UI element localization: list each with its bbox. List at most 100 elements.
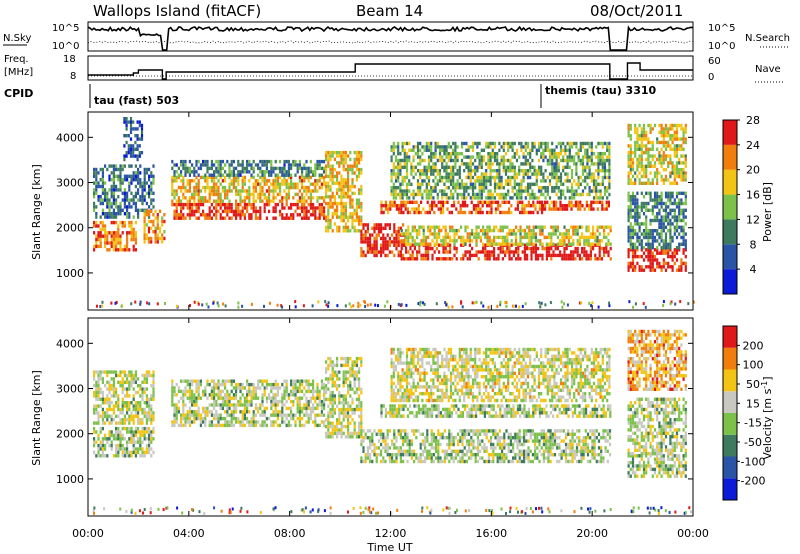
heatmap-cell xyxy=(250,213,253,217)
heatmap-cell xyxy=(230,189,233,193)
heatmap-cell xyxy=(557,189,560,193)
heatmap-cell xyxy=(551,152,554,156)
heatmap-cell xyxy=(553,152,556,156)
heatmap-cell xyxy=(505,210,508,215)
heatmap-cell xyxy=(533,196,536,200)
heatmap-cell xyxy=(534,225,537,229)
heatmap-cell xyxy=(562,189,565,193)
heatmap-cell xyxy=(268,159,271,164)
heatmap-cell xyxy=(180,185,183,190)
heatmap-cell xyxy=(263,175,266,180)
heatmap-cell xyxy=(460,239,463,243)
heatmap-cell xyxy=(384,253,387,258)
heatmap-cell xyxy=(353,184,356,189)
heatmap-cell xyxy=(230,173,233,177)
heatmap-cell xyxy=(197,209,200,214)
heatmap-cell xyxy=(631,242,635,246)
heatmap-cell xyxy=(358,215,361,219)
heatmap-cell xyxy=(139,300,142,304)
heatmap-cell xyxy=(128,426,131,431)
heatmap-cell xyxy=(112,454,115,458)
heatmap-cell xyxy=(243,202,246,207)
heatmap-cell xyxy=(141,373,144,378)
heatmap-cell xyxy=(564,196,567,200)
heatmap-cell xyxy=(530,250,533,254)
velocity-data-layer xyxy=(92,329,693,515)
heatmap-cell xyxy=(248,159,251,164)
heatmap-cell xyxy=(515,192,519,197)
heatmap-cell xyxy=(656,258,659,262)
heatmap-cell xyxy=(394,165,398,169)
heatmap-cell xyxy=(106,237,109,242)
heatmap-cell xyxy=(556,253,559,258)
heatmap-cell xyxy=(456,186,459,190)
heatmap-cell xyxy=(454,186,457,190)
heatmap-cell xyxy=(515,158,519,163)
heatmap-cell xyxy=(219,159,222,164)
heatmap-cell xyxy=(684,178,687,182)
heatmap-cell xyxy=(373,223,376,227)
heatmap-cell xyxy=(208,199,211,203)
heatmap-cell xyxy=(627,157,630,162)
heatmap-cell xyxy=(500,182,503,186)
heatmap-cell xyxy=(634,251,637,255)
heatmap-cell xyxy=(132,174,135,178)
heatmap-cell xyxy=(458,165,461,169)
heatmap-cell xyxy=(309,182,312,186)
heatmap-cell xyxy=(511,175,514,180)
heatmap-cell xyxy=(405,192,409,197)
heatmap-cell xyxy=(115,184,118,189)
heatmap-cell xyxy=(364,240,367,244)
heatmap-cell xyxy=(597,165,600,169)
heatmap-cell xyxy=(543,235,546,240)
heatmap-cell xyxy=(532,246,535,251)
heatmap-cell xyxy=(545,250,548,254)
heatmap-cell xyxy=(99,447,102,451)
heatmap-cell xyxy=(532,210,535,215)
heatmap-cell xyxy=(217,163,220,167)
heatmap-cell xyxy=(235,179,238,183)
heatmap-cell xyxy=(500,155,503,159)
heatmap-cell xyxy=(331,191,334,196)
heatmap-cell xyxy=(586,175,589,180)
heatmap-cell xyxy=(101,380,104,384)
heatmap-cell xyxy=(662,140,665,145)
heatmap-cell xyxy=(99,373,102,378)
heatmap-cell xyxy=(651,212,654,216)
heatmap-cell xyxy=(409,235,412,240)
heatmap-cell xyxy=(680,258,683,262)
heatmap-cell xyxy=(199,199,202,203)
heatmap-cell xyxy=(433,228,436,233)
heatmap-cell xyxy=(93,208,96,212)
heatmap-cell xyxy=(336,150,339,155)
heatmap-cell xyxy=(134,231,137,235)
heatmap-cell xyxy=(526,145,530,149)
heatmap-cell xyxy=(134,370,137,374)
heatmap-cell xyxy=(226,173,229,177)
heatmap-cell xyxy=(208,189,211,193)
heatmap-cell xyxy=(671,164,674,168)
heatmap-cell xyxy=(658,123,661,128)
heatmap-cell xyxy=(208,185,211,190)
heatmap-cell xyxy=(132,171,135,175)
heatmap-cell xyxy=(520,169,523,173)
heatmap-cell xyxy=(301,170,304,174)
heatmap-cell xyxy=(145,447,148,451)
heatmap-cell xyxy=(660,246,663,250)
heatmap-cell xyxy=(401,175,404,180)
heatmap-cell xyxy=(600,246,603,251)
heatmap-cell xyxy=(298,175,301,180)
heatmap-cell xyxy=(532,204,535,208)
heatmap-cell xyxy=(546,145,549,149)
heatmap-cell xyxy=(404,204,407,208)
heatmap-cell xyxy=(680,198,683,202)
heatmap-cell xyxy=(500,196,503,200)
heatmap-cell xyxy=(638,123,641,128)
heatmap-cell xyxy=(158,236,162,241)
heatmap-cell xyxy=(99,234,102,238)
heatmap-cell xyxy=(121,401,124,405)
heatmap-cell xyxy=(325,195,328,199)
heatmap-cell xyxy=(127,147,130,151)
heatmap-cell xyxy=(156,302,159,306)
heatmap-cell xyxy=(476,196,479,200)
